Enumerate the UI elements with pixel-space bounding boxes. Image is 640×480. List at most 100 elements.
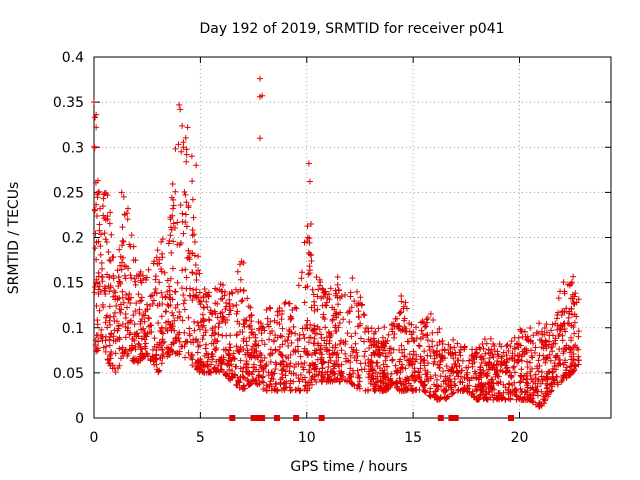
data-point bbox=[195, 322, 202, 329]
data-point bbox=[94, 280, 101, 287]
data-point bbox=[427, 373, 434, 380]
data-point bbox=[314, 306, 321, 313]
data-point bbox=[112, 369, 119, 376]
data-point bbox=[320, 314, 327, 321]
data-point bbox=[265, 372, 272, 379]
data-point bbox=[401, 317, 408, 324]
data-point bbox=[95, 238, 102, 245]
data-point bbox=[552, 366, 559, 373]
data-point bbox=[385, 376, 392, 383]
data-point bbox=[313, 347, 320, 354]
data-point bbox=[562, 359, 569, 366]
data-point bbox=[371, 383, 378, 390]
data-point bbox=[552, 335, 559, 342]
data-point bbox=[200, 293, 207, 300]
data-point bbox=[195, 253, 202, 260]
data-point bbox=[387, 382, 394, 389]
data-point bbox=[402, 328, 409, 335]
data-point bbox=[545, 391, 552, 398]
data-point bbox=[417, 365, 424, 372]
data-point bbox=[191, 327, 198, 334]
data-point bbox=[425, 377, 432, 384]
data-point bbox=[333, 328, 340, 335]
data-point bbox=[517, 378, 524, 385]
data-point bbox=[226, 296, 233, 303]
data-point bbox=[530, 332, 537, 339]
data-point bbox=[123, 291, 130, 298]
zero-line-marker bbox=[254, 415, 261, 421]
data-point bbox=[121, 211, 128, 218]
data-point bbox=[272, 366, 279, 373]
data-point bbox=[101, 230, 108, 237]
data-point bbox=[136, 306, 143, 313]
data-point bbox=[261, 363, 268, 370]
data-point bbox=[306, 270, 313, 277]
data-point bbox=[433, 388, 440, 395]
data-point bbox=[451, 344, 458, 351]
data-point-outlier bbox=[120, 193, 127, 200]
data-point bbox=[574, 344, 581, 351]
data-point bbox=[268, 383, 275, 390]
data-point bbox=[196, 270, 203, 277]
data-point bbox=[374, 373, 381, 380]
data-point bbox=[285, 300, 292, 307]
data-point bbox=[218, 361, 225, 368]
data-point bbox=[99, 278, 106, 285]
data-point bbox=[449, 365, 456, 372]
data-point bbox=[266, 351, 273, 358]
data-point bbox=[99, 337, 106, 344]
data-point bbox=[261, 341, 268, 348]
data-point bbox=[368, 366, 375, 373]
data-point bbox=[440, 368, 447, 375]
data-point bbox=[209, 327, 216, 334]
data-point bbox=[575, 296, 582, 303]
data-point bbox=[323, 299, 330, 306]
data-point bbox=[358, 366, 365, 373]
data-point bbox=[152, 273, 159, 280]
data-point bbox=[306, 385, 313, 392]
data-point bbox=[189, 196, 196, 203]
data-point bbox=[115, 274, 122, 281]
data-point bbox=[218, 288, 225, 295]
data-point bbox=[164, 288, 171, 295]
data-point bbox=[141, 330, 148, 337]
data-point bbox=[487, 364, 494, 371]
data-point bbox=[332, 370, 339, 377]
data-point bbox=[258, 352, 265, 359]
data-point bbox=[499, 368, 506, 375]
data-point bbox=[543, 355, 550, 362]
data-point bbox=[568, 356, 575, 363]
data-point bbox=[361, 353, 368, 360]
data-point bbox=[247, 322, 254, 329]
data-point bbox=[227, 332, 234, 339]
data-point bbox=[125, 350, 132, 357]
data-point bbox=[568, 368, 575, 375]
data-point bbox=[234, 268, 241, 275]
data-point bbox=[211, 336, 218, 343]
data-point bbox=[498, 343, 505, 350]
data-point bbox=[544, 375, 551, 382]
data-point bbox=[415, 368, 422, 375]
data-point bbox=[507, 372, 514, 379]
data-point bbox=[268, 375, 275, 382]
data-point bbox=[494, 358, 501, 365]
data-point bbox=[333, 314, 340, 321]
data-point bbox=[191, 231, 198, 238]
data-point bbox=[141, 336, 148, 343]
data-point bbox=[186, 330, 193, 337]
data-point bbox=[570, 343, 577, 350]
data-point bbox=[379, 387, 386, 394]
data-point bbox=[168, 194, 175, 201]
data-point bbox=[567, 345, 574, 352]
data-point bbox=[538, 328, 545, 335]
data-point bbox=[452, 382, 459, 389]
data-point bbox=[125, 265, 132, 272]
data-point bbox=[172, 224, 179, 231]
data-point bbox=[466, 382, 473, 389]
data-point bbox=[159, 250, 166, 257]
data-point bbox=[568, 334, 575, 341]
data-point bbox=[337, 309, 344, 316]
data-point bbox=[127, 329, 134, 336]
data-point bbox=[183, 285, 190, 292]
data-point bbox=[189, 232, 196, 239]
